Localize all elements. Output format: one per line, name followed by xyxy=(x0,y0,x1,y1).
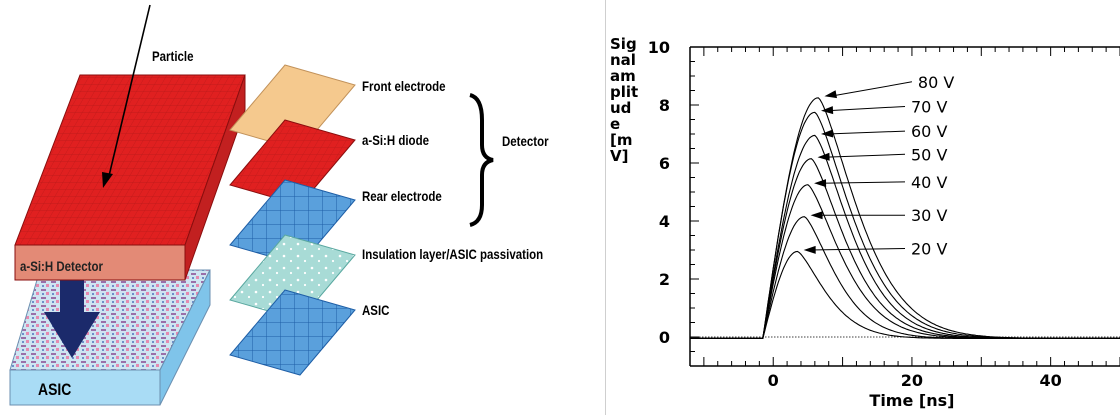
series-label: 30 V xyxy=(911,206,947,225)
insulation-label: Insulation layer/ASIC passivation xyxy=(362,246,544,262)
y-axis-label-line: am xyxy=(610,67,636,85)
series-line xyxy=(690,250,1120,339)
y-tick-label: 6 xyxy=(659,154,670,173)
particle-label: Particle xyxy=(152,48,194,64)
detector-brace xyxy=(469,93,494,227)
y-axis-label-line: ud xyxy=(610,99,632,117)
detector-diagram-svg xyxy=(9,4,494,406)
asic-block-label: ASIC xyxy=(38,380,72,399)
layer-asic xyxy=(229,289,356,376)
annotation-arrowhead xyxy=(803,245,816,254)
y-tick-label: 0 xyxy=(659,328,670,347)
series-label: 20 V xyxy=(911,240,947,259)
y-axis-label-line: Sig xyxy=(610,35,637,53)
annotation-arrow xyxy=(809,248,906,251)
series-line xyxy=(690,216,1120,339)
signal-chart: Sig nal am plit ud e [m V] 0 20 40 0 2 4 6 8 10 Time [ns… xyxy=(606,0,1120,415)
rear-electrode-label: Rear electrode xyxy=(362,188,442,204)
y-axis-label-line: e xyxy=(610,115,621,133)
down-arrow-icon xyxy=(44,275,100,358)
annotation-arrowhead xyxy=(810,211,823,220)
detector-diagram: Particle a-Si:H Detector ASIC Front elec… xyxy=(9,4,549,406)
annotation-arrow xyxy=(830,81,913,97)
y-tick-label: 4 xyxy=(659,212,670,231)
front-electrode-label: Front electrode xyxy=(362,78,446,94)
annotation-arrow xyxy=(826,130,906,135)
panel-divider xyxy=(605,0,606,415)
y-axis-label-line: plit xyxy=(610,83,639,101)
asic-layer-label: ASIC xyxy=(362,302,390,318)
y-axis-label-line: [m xyxy=(610,131,633,149)
signal-chart-svg: 0 20 40 0 2 4 6 8 10 Time [ns] 20 V 30 V 40 V 50 V 60 … xyxy=(648,38,1120,410)
annotation-arrowhead xyxy=(821,129,834,138)
x-tick-label: 20 xyxy=(901,371,923,390)
x-tick-label: 0 xyxy=(768,371,779,390)
annotation-arrowhead xyxy=(824,90,837,99)
detector-block xyxy=(14,74,246,281)
y-tick-label: 10 xyxy=(648,38,670,57)
series-line xyxy=(690,134,1120,339)
series-line xyxy=(690,184,1120,339)
series-label: 80 V xyxy=(918,73,954,92)
x-axis-label: Time [ns] xyxy=(869,391,954,410)
x-tick-label: 40 xyxy=(1040,371,1062,390)
series-line xyxy=(690,158,1120,339)
y-axis-label-line: V] xyxy=(610,147,629,165)
annotation-arrow xyxy=(826,105,906,112)
annotation-arrowhead xyxy=(814,179,827,188)
series-line xyxy=(690,111,1120,339)
y-axis-label: Sig nal am plit ud e [m V] xyxy=(610,36,650,164)
annotation-arrowhead xyxy=(821,106,834,115)
annotation-arrowhead xyxy=(817,152,830,161)
diode-label: a-Si:H diode xyxy=(362,132,429,148)
series-line xyxy=(690,97,1120,339)
series-label: 40 V xyxy=(911,173,947,192)
annotation-arrow xyxy=(823,153,906,158)
y-axis-label-line: nal xyxy=(610,51,636,69)
series-label: 60 V xyxy=(911,122,947,141)
annotation-arrow xyxy=(820,181,906,184)
series-label: 50 V xyxy=(911,145,947,164)
y-tick-label: 8 xyxy=(659,96,670,115)
y-tick-label: 2 xyxy=(659,270,670,289)
detector-block-label: a-Si:H Detector xyxy=(20,258,103,274)
particle-arrow xyxy=(102,4,151,188)
series-label: 70 V xyxy=(911,97,947,116)
detector-group-label: Detector xyxy=(502,133,549,149)
